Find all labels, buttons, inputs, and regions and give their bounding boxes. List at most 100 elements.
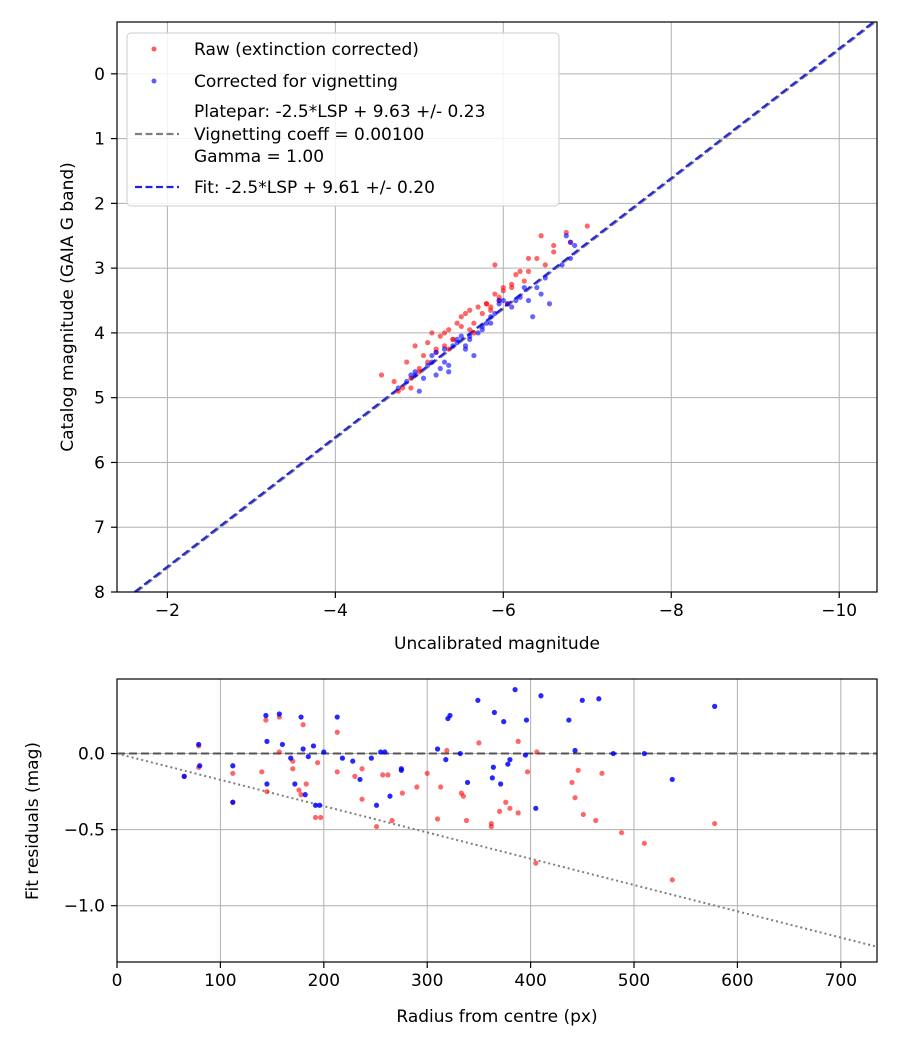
legend-corrected-marker — [151, 78, 157, 84]
legend-raw-marker — [151, 46, 157, 52]
corrected-point — [408, 372, 414, 378]
corrected-residual-point — [264, 738, 270, 744]
corrected-point — [521, 284, 527, 291]
raw-residual-point — [264, 788, 270, 795]
corrected-residual-point — [610, 750, 616, 757]
raw-residual-point — [444, 747, 450, 754]
top-y-tick-label: 0 — [94, 65, 105, 85]
raw-point — [450, 336, 456, 342]
raw-point — [513, 272, 519, 278]
raw-point — [509, 281, 515, 287]
corrected-residual-point — [357, 776, 363, 783]
corrected-residual-point — [181, 773, 187, 779]
raw-residual-point — [352, 773, 358, 779]
bottom-x-tick-label: 600 — [721, 971, 753, 991]
corrected-point — [416, 388, 422, 394]
raw-residual-point — [414, 784, 420, 790]
raw-point — [542, 262, 548, 268]
legend-platepar-line-1: Platepar: -2.5*LSP + 9.63 +/- 0.23 — [194, 102, 485, 122]
bottom-x-tick-label: 300 — [411, 971, 443, 991]
corrected-point — [475, 330, 481, 336]
top-y-tick-label: 5 — [94, 389, 105, 409]
bottom-axes-frame — [116, 678, 878, 963]
corrected-residual-point — [498, 781, 504, 787]
bottom-x-axis-label: Radius from centre (px) — [396, 1007, 597, 1027]
top-x-axis-label: Uncalibrated magnitude — [394, 634, 600, 654]
corrected-point — [404, 378, 410, 385]
corrected-residual-point — [312, 802, 319, 808]
bottom-y-tick-label: −0.5 — [64, 821, 105, 841]
corrected-residual-point — [334, 714, 340, 720]
top-chart-panel: −2 −4 −6 −8 −10 0 1 2 3 4 5 6 7 8 Uncalibrated magni… — [58, 21, 878, 654]
corrected-point — [492, 310, 498, 317]
raw-point — [429, 330, 435, 336]
corrected-point — [454, 336, 460, 342]
corrected-residual-point — [350, 758, 356, 764]
corrected-point — [479, 323, 485, 330]
bottom-chart-panel: 0 100 200 300 400 500 600 700 0.0 −0.5 −1.0 Radiu… — [23, 678, 878, 1027]
raw-point — [492, 262, 498, 268]
corrected-residual-point — [302, 792, 308, 798]
corrected-point — [567, 255, 574, 262]
raw-point — [420, 352, 427, 359]
corrected-point — [534, 284, 540, 291]
raw-point — [378, 372, 385, 378]
top-y-tick-label: 1 — [94, 130, 105, 150]
raw-point — [462, 310, 469, 317]
corrected-residual-point — [475, 697, 481, 703]
legend-box — [126, 32, 560, 207]
bottom-scatter-points — [181, 687, 718, 883]
corrected-residual-point — [264, 781, 270, 787]
raw-residual-point — [230, 770, 236, 776]
corrected-point — [446, 369, 452, 375]
corrected-residual-point — [501, 719, 507, 725]
corrected-point — [441, 359, 448, 365]
legend-raw-label: Raw (extinction corrected) — [194, 40, 419, 60]
bottom-x-tick-label: 700 — [825, 971, 857, 991]
corrected-point — [538, 291, 544, 297]
top-y-ticks: 0 1 2 3 4 5 6 7 8 — [94, 65, 117, 603]
corrected-point — [450, 343, 456, 349]
corrected-point — [488, 314, 494, 320]
raw-residual-point — [334, 769, 340, 775]
raw-residual-point — [572, 795, 578, 801]
raw-point — [471, 320, 477, 326]
corrected-point — [483, 320, 490, 326]
raw-point — [416, 369, 422, 375]
corrected-residual-point — [197, 763, 203, 769]
raw-residual-point — [318, 814, 324, 821]
corrected-residual-point — [339, 755, 346, 761]
raw-residual-point — [641, 840, 647, 846]
top-axes-frame — [116, 21, 878, 593]
corrected-residual-point — [292, 781, 298, 787]
raw-point — [534, 255, 540, 262]
corrected-residual-point — [398, 767, 404, 773]
corrected-point — [412, 372, 418, 378]
corrected-residual-point — [523, 717, 530, 723]
corrected-point — [467, 333, 473, 339]
corrected-point — [567, 239, 574, 245]
raw-residual-point — [669, 877, 675, 883]
corrected-point — [513, 297, 519, 304]
raw-residual-point — [438, 784, 444, 790]
corrected-residual-point — [298, 714, 304, 720]
raw-residual-point — [534, 749, 540, 755]
corrected-residual-point — [387, 793, 393, 799]
corrected-residual-point — [368, 755, 374, 761]
corrected-residual-point — [489, 775, 495, 781]
raw-point — [551, 249, 557, 255]
corrected-residual-point — [300, 746, 306, 752]
raw-point — [467, 307, 473, 313]
raw-residual-point — [334, 729, 340, 735]
raw-residual-point — [303, 781, 309, 787]
corrected-point — [530, 314, 536, 320]
raw-point — [521, 278, 527, 284]
legend-platepar-line-3: Gamma = 1.00 — [194, 147, 324, 167]
corrected-residual-point — [317, 802, 323, 808]
raw-residual-point — [312, 814, 319, 821]
top-y-tick-label: 4 — [94, 324, 105, 344]
raw-residual-point — [259, 769, 265, 775]
bottom-x-tick-label: 500 — [618, 971, 650, 991]
raw-point — [479, 310, 485, 317]
